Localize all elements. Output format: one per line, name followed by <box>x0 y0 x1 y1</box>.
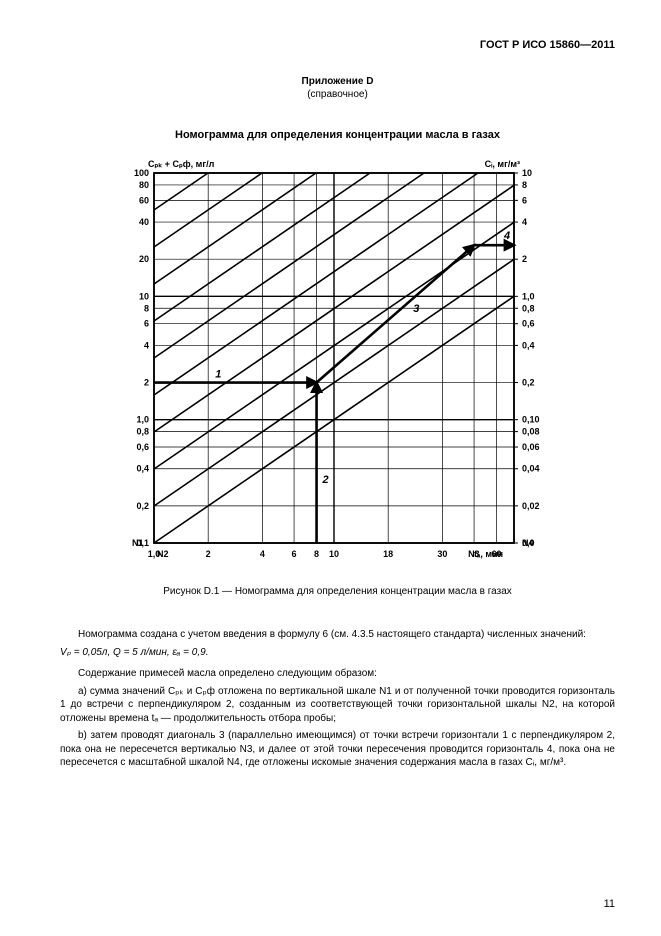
svg-text:0,4: 0,4 <box>522 340 535 350</box>
svg-text:0,8: 0,8 <box>136 426 149 436</box>
svg-text:3: 3 <box>413 303 419 315</box>
paragraph-intro: Номограмма создана с учетом введения в ф… <box>60 628 615 642</box>
svg-text:N4: N4 <box>522 538 534 548</box>
svg-text:2: 2 <box>321 473 328 485</box>
svg-text:80: 80 <box>138 180 148 190</box>
appendix-title: Приложение D <box>60 75 615 89</box>
svg-text:40: 40 <box>138 217 148 227</box>
page-number: 11 <box>604 897 615 912</box>
svg-text:0,6: 0,6 <box>522 318 535 328</box>
paragraph-intro2: Содержание примесей масла определено сле… <box>60 667 615 681</box>
svg-text:100: 100 <box>133 168 148 178</box>
paragraph-a: a) сумма значений Cₚₖ и Cₚф отложена по … <box>60 685 615 726</box>
svg-text:2: 2 <box>143 377 148 387</box>
svg-text:1,0: 1,0 <box>136 414 149 424</box>
svg-text:10: 10 <box>522 168 532 178</box>
svg-text:20: 20 <box>138 254 148 264</box>
svg-text:Cᵢ, мг/м³: Cᵢ, мг/м³ <box>484 159 519 169</box>
svg-text:60: 60 <box>138 195 148 205</box>
svg-text:0,06: 0,06 <box>522 442 540 452</box>
svg-text:4: 4 <box>522 217 527 227</box>
appendix-subtitle: (справочное) <box>60 88 615 102</box>
paragraph-b: b) затем проводят диагональ 3 (параллель… <box>60 729 615 770</box>
svg-text:6: 6 <box>143 318 148 328</box>
svg-text:0,08: 0,08 <box>522 426 540 436</box>
document-id: ГОСТ Р ИСО 15860—2011 <box>60 38 615 53</box>
svg-text:0,4: 0,4 <box>136 463 149 473</box>
svg-text:6: 6 <box>291 549 296 559</box>
svg-text:4: 4 <box>259 549 264 559</box>
section-title: Номограмма для определения концентрации … <box>60 128 615 143</box>
svg-text:8: 8 <box>522 180 527 190</box>
svg-text:10: 10 <box>328 549 338 559</box>
svg-text:N2: N2 <box>157 549 169 559</box>
svg-text:18: 18 <box>383 549 393 559</box>
svg-text:Cₚₖ + Cₚф, мг/л: Cₚₖ + Cₚф, мг/л <box>148 159 215 169</box>
nomogram-svg: 0,10,20,40,60,81,0246810204060801000,00,… <box>108 155 568 575</box>
svg-text:0,2: 0,2 <box>136 501 149 511</box>
svg-text:6: 6 <box>522 195 527 205</box>
svg-text:2: 2 <box>205 549 210 559</box>
svg-text:0,6: 0,6 <box>136 442 149 452</box>
svg-text:8: 8 <box>314 549 319 559</box>
svg-text:8: 8 <box>143 303 148 313</box>
svg-text:4: 4 <box>143 340 148 350</box>
svg-text:1,0: 1,0 <box>522 291 535 301</box>
svg-text:0,04: 0,04 <box>522 463 540 473</box>
svg-text:0,02: 0,02 <box>522 501 540 511</box>
formula-line: Vₚ = 0,05л, Q = 5 л/мин, εₐ = 0,9. <box>60 646 615 660</box>
svg-text:10: 10 <box>138 291 148 301</box>
svg-text:N3: N3 <box>468 549 480 559</box>
nomogram-chart: 0,10,20,40,60,81,0246810204060801000,00,… <box>108 155 568 575</box>
svg-text:0,10: 0,10 <box>522 414 540 424</box>
figure-caption: Рисунок D.1 — Номограмма для определения… <box>60 585 615 599</box>
svg-text:30: 30 <box>437 549 447 559</box>
svg-text:4: 4 <box>503 230 510 242</box>
svg-text:0,8: 0,8 <box>522 303 535 313</box>
svg-text:1: 1 <box>215 368 221 380</box>
svg-text:N1: N1 <box>132 538 144 548</box>
svg-text:0,2: 0,2 <box>522 377 535 387</box>
svg-text:2: 2 <box>522 254 527 264</box>
